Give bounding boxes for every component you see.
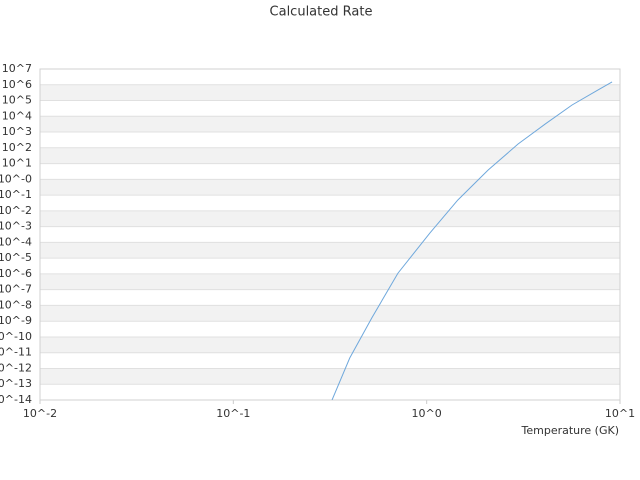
y-tick-label: 10^4 [2,109,32,122]
y-tick-label: 10^-7 [0,283,32,296]
x-tick-label: 10^0 [412,407,442,420]
grid-band [40,179,620,196]
plot-border [39,68,621,401]
chart-title: Calculated Rate [270,5,373,20]
grid-band [40,242,620,259]
y-tick-label: 10^-6 [0,267,32,280]
grid-band [40,84,620,101]
y-tick-label: 10^-9 [0,314,32,327]
y-tick-label: 10^-11 [0,346,32,359]
grid-band [40,305,620,322]
grid-band [40,368,620,385]
y-tick-label: 10^7 [2,62,32,75]
data-line [331,81,613,400]
y-tick-label: 10^-0 [0,172,32,185]
x-axis-label: Temperature (GK) [521,424,620,437]
y-tick-label: 10^-14 [0,393,32,406]
y-tick-label: 10^-4 [0,235,32,248]
x-tick-label: 10^-1 [216,407,250,420]
y-tick-label: 10^5 [2,94,32,107]
y-tick-label: 10^2 [2,141,32,154]
x-tick-label: 10^-2 [23,407,57,420]
y-tick-label: 10^-1 [0,188,32,201]
grid-band [40,336,620,353]
x-tick-label: 10^1 [605,407,635,420]
y-tick-label: 10^-2 [0,204,32,217]
grid-band [40,116,620,133]
y-tick-label: 10^-10 [0,330,32,343]
y-tick-label: 10^3 [2,125,32,138]
grid-band [40,273,620,290]
y-tick-label: 10^-13 [0,377,32,390]
y-tick-label: 10^6 [2,78,32,91]
y-tick-label: 10^-3 [0,220,32,233]
y-tick-label: 10^1 [2,157,32,170]
y-tick-label: 10^-12 [0,361,32,374]
y-tick-label: 10^-5 [0,251,32,264]
y-tick-label: 10^-8 [0,298,32,311]
grid-band [40,210,620,227]
grid-band [40,147,620,164]
